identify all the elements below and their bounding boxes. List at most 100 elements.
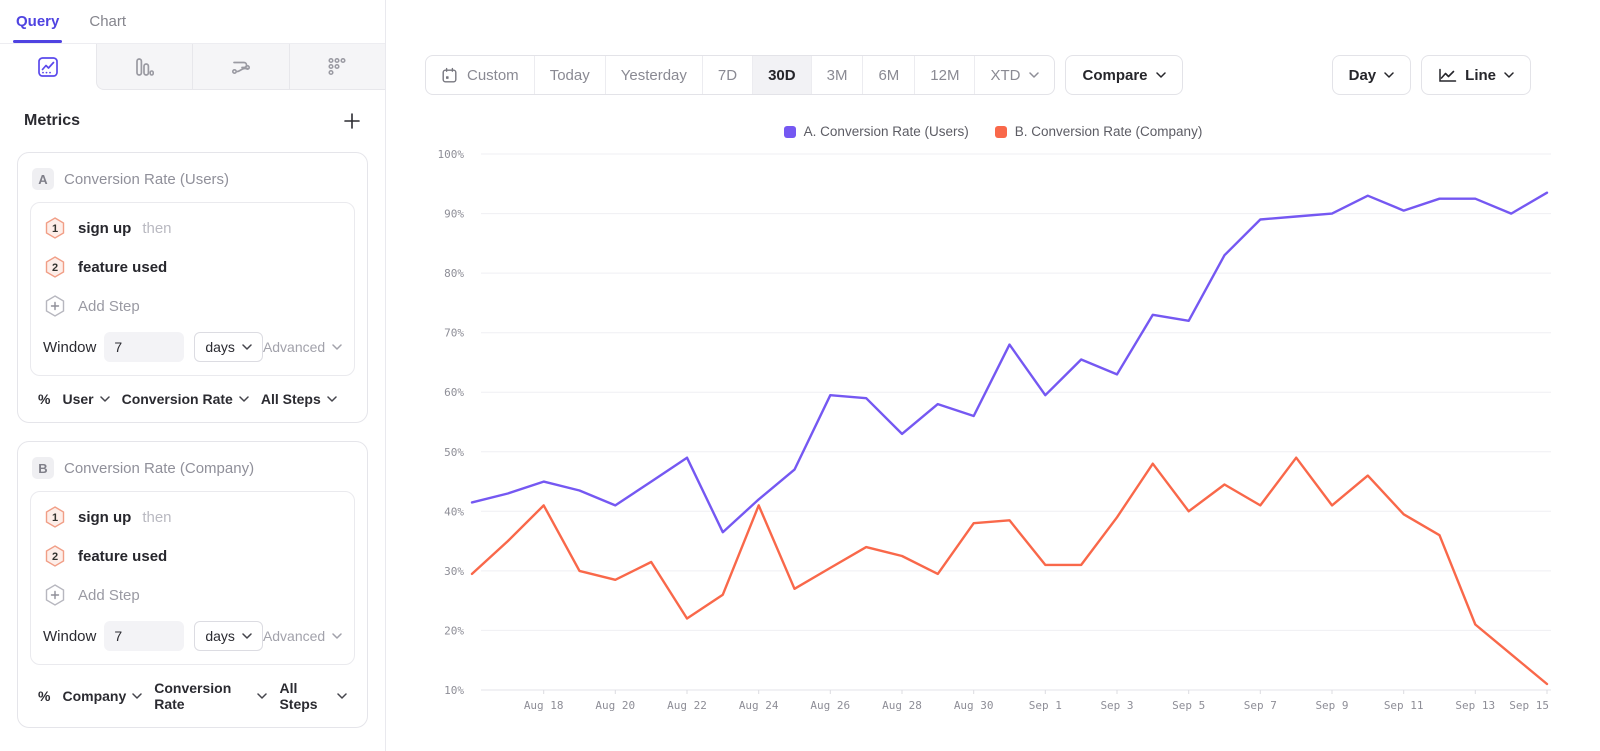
window-unit-select[interactable]: days xyxy=(194,621,263,651)
svg-text:Sep 1: Sep 1 xyxy=(1029,699,1062,712)
step-1-hexagon-icon: 1 xyxy=(43,216,67,240)
date-range-label: 30D xyxy=(768,66,796,84)
chevron-down-icon xyxy=(327,396,337,402)
advanced-toggle[interactable]: Advanced xyxy=(263,628,342,644)
report-toolbar: Custom Today Yesterday 7D 30D 3M 6M 12M … xyxy=(425,55,1531,95)
date-range-label: Yesterday xyxy=(620,66,687,84)
metric-a-step-1[interactable]: 1 sign up then xyxy=(43,216,342,240)
measure-metric-dropdown[interactable]: Conversion Rate xyxy=(154,680,268,712)
metric-b-measure-row: % Company Conversion Rate All Steps xyxy=(30,665,355,727)
chevron-down-icon xyxy=(337,693,347,699)
chart-type-bar[interactable] xyxy=(95,44,192,90)
measure-scope-label: All Steps xyxy=(260,391,321,407)
date-range-12m[interactable]: 12M xyxy=(914,56,974,94)
date-range-6m[interactable]: 6M xyxy=(862,56,914,94)
svg-text:90%: 90% xyxy=(444,208,464,221)
date-range-3m[interactable]: 3M xyxy=(810,56,863,94)
window-unit-label: days xyxy=(205,628,235,644)
granularity-button[interactable]: Day xyxy=(1331,55,1412,95)
step-connector: then xyxy=(142,508,172,526)
metric-a-title[interactable]: Conversion Rate (Users) xyxy=(64,170,230,188)
metric-b-step-2[interactable]: 2 feature used xyxy=(43,544,342,568)
chart-style-label: Line xyxy=(1465,66,1496,84)
measure-entity-dropdown[interactable]: User xyxy=(62,391,110,407)
metric-card-b: B Conversion Rate (Company) 1 sign up th… xyxy=(17,441,368,728)
svg-text:Aug 26: Aug 26 xyxy=(810,699,850,712)
legend-item-a[interactable]: A. Conversion Rate (Users) xyxy=(783,124,969,139)
date-range-yesterday[interactable]: Yesterday xyxy=(604,56,702,94)
window-label: Window xyxy=(43,338,97,356)
date-range-label: Custom xyxy=(467,66,519,84)
date-range-label: Today xyxy=(549,66,590,84)
date-range-label: XTD xyxy=(990,66,1021,84)
step-event-name: feature used xyxy=(78,258,168,276)
date-range-today[interactable]: Today xyxy=(533,56,605,94)
svg-text:2: 2 xyxy=(52,262,58,274)
legend-item-b[interactable]: B. Conversion Rate (Company) xyxy=(994,124,1202,139)
step-event-name: sign up xyxy=(78,508,132,526)
date-range-xtd[interactable]: XTD xyxy=(974,56,1054,94)
conversion-trend-chart[interactable]: 100% 90% 80% 70% 60% 50% 40% 30% 20% 10% Aug 18 Aug… xyxy=(386,140,1599,720)
date-range-label: 6M xyxy=(878,66,900,84)
measure-scope-dropdown[interactable]: All Steps xyxy=(261,391,337,407)
chart-type-retention[interactable] xyxy=(288,44,385,90)
advanced-toggle[interactable]: Advanced xyxy=(263,339,342,355)
measure-entity-label: User xyxy=(62,391,94,407)
chevron-down-icon xyxy=(257,693,268,699)
compare-button[interactable]: Compare xyxy=(1065,55,1183,95)
metric-b-title[interactable]: Conversion Rate (Company) xyxy=(64,459,255,477)
step-event-name: sign up xyxy=(78,219,132,237)
metric-a-add-step[interactable]: Add Step xyxy=(43,294,342,318)
sidebar-content: Metrics A Conversion Rate (Users) 1 sig xyxy=(0,90,385,751)
measure-scope-dropdown[interactable]: All Steps xyxy=(279,680,347,712)
svg-text:Aug 18: Aug 18 xyxy=(524,699,564,712)
metric-b-window-row: Window days Advanced xyxy=(43,621,342,651)
window-label: Window xyxy=(43,627,97,645)
measure-metric-dropdown[interactable]: Conversion Rate xyxy=(122,391,249,407)
metric-b-step-1[interactable]: 1 sign up then xyxy=(43,505,342,529)
svg-text:1: 1 xyxy=(52,223,58,235)
chevron-down-icon xyxy=(1384,72,1394,78)
chart-type-flow[interactable] xyxy=(192,44,289,90)
date-range-label: 12M xyxy=(930,66,960,84)
svg-text:80%: 80% xyxy=(444,267,464,280)
svg-text:2: 2 xyxy=(52,551,58,563)
svg-text:100%: 100% xyxy=(438,148,465,161)
window-unit-select[interactable]: days xyxy=(194,332,263,362)
metric-a-steps-panel: 1 sign up then 2 feature used xyxy=(30,202,355,376)
chevron-down-icon xyxy=(242,344,252,350)
metric-card-a: A Conversion Rate (Users) 1 sign up then… xyxy=(17,152,368,423)
date-range-7d[interactable]: 7D xyxy=(701,56,752,94)
date-range-custom[interactable]: Custom xyxy=(426,56,534,94)
window-value-input[interactable] xyxy=(104,332,185,362)
svg-text:Sep 9: Sep 9 xyxy=(1315,699,1348,712)
chart-type-insights[interactable] xyxy=(0,44,96,90)
chevron-down-icon xyxy=(332,633,342,639)
chart-style-button[interactable]: Line xyxy=(1421,55,1531,95)
chevron-down-icon xyxy=(332,344,342,350)
window-value-input[interactable] xyxy=(104,621,185,651)
add-metric-button[interactable] xyxy=(343,112,361,130)
compare-label: Compare xyxy=(1082,66,1148,84)
chevron-down-icon xyxy=(242,633,252,639)
metric-a-step-2[interactable]: 2 feature used xyxy=(43,255,342,279)
advanced-label: Advanced xyxy=(262,339,326,355)
measure-entity-dropdown[interactable]: Company xyxy=(62,688,142,704)
chevron-down-icon xyxy=(1504,72,1514,78)
tab-chart[interactable]: Chart xyxy=(89,0,126,43)
svg-text:70%: 70% xyxy=(444,327,464,340)
line-chart-icon xyxy=(1439,68,1457,82)
tab-query[interactable]: Query xyxy=(12,0,63,43)
metrics-title: Metrics xyxy=(24,112,81,129)
step-1-hexagon-icon: 1 xyxy=(43,505,67,529)
metric-a-window-row: Window days Advanced xyxy=(43,332,342,362)
metric-b-add-step[interactable]: Add Step xyxy=(43,583,342,607)
svg-text:Sep 5: Sep 5 xyxy=(1172,699,1205,712)
svg-text:Sep 7: Sep 7 xyxy=(1244,699,1277,712)
svg-text:40%: 40% xyxy=(444,505,464,518)
date-range-30d[interactable]: 30D xyxy=(752,56,811,94)
chart-area: 100% 90% 80% 70% 60% 50% 40% 30% 20% 10% Aug 18 Aug… xyxy=(386,140,1600,720)
chevron-down-icon xyxy=(132,693,142,699)
metric-a-header: A Conversion Rate (Users) xyxy=(30,166,355,202)
advanced-label: Advanced xyxy=(262,628,326,644)
